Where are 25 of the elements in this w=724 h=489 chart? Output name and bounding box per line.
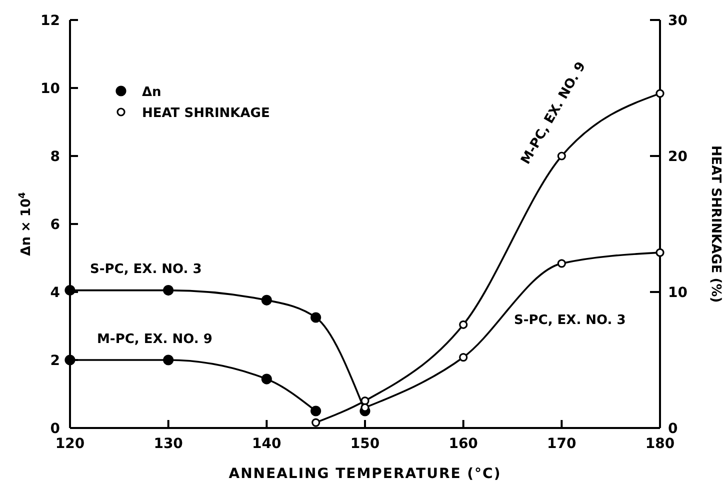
y-tick-label: 4 [50,285,60,301]
y-tick-label: 10 [40,81,60,97]
annotation: S-PC, EX. NO. 3 [514,313,626,328]
y2-tick-label: 20 [668,149,688,165]
y-tick-label: 2 [50,353,60,369]
y-tick-label: 12 [40,13,60,29]
x-tick-label: 170 [547,436,577,452]
y2-axis-title: HEAT SHRINKAGE (%) [708,145,723,303]
x-tick-label: 150 [350,436,380,452]
y2-tick-label: 0 [668,421,678,437]
x-tick-label: 160 [448,436,478,452]
y2-tick-label: 10 [668,285,688,301]
annotation: S-PC, EX. NO. 3 [90,262,202,277]
x-axis-title: ANNEALING TEMPERATURE (°C) [228,466,502,482]
y-tick-label: 6 [50,217,60,233]
y2-tick-label: 30 [668,13,688,29]
annotation: M-PC, EX. NO. 9 [97,332,212,347]
x-tick-label: 130 [154,436,184,452]
legend-label: Δn [142,85,162,100]
legend-label: HEAT SHRINKAGE [142,106,270,121]
x-tick-label: 140 [252,436,282,452]
y-tick-label: 8 [50,149,60,165]
x-tick-label: 120 [55,436,85,452]
y-tick-label: 0 [50,421,60,437]
x-tick-label: 180 [645,436,675,452]
